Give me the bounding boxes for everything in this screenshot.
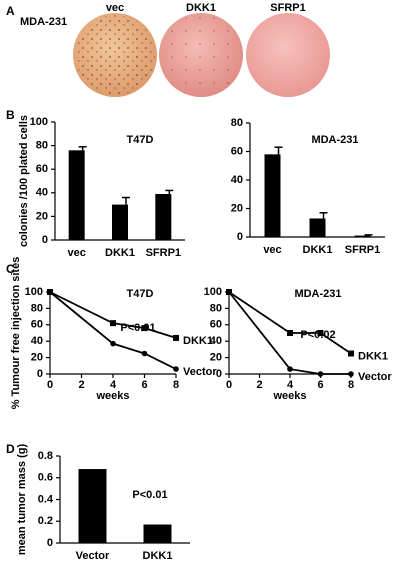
- y-tick-label: 80: [36, 140, 48, 152]
- bar: [68, 150, 85, 240]
- marker: [141, 325, 148, 332]
- x-tick-label: SFRP1: [146, 247, 181, 259]
- x-tick-label: 4: [287, 379, 294, 391]
- colonies: [75, 15, 155, 95]
- y-tick-label: 80: [210, 302, 222, 314]
- marker: [317, 330, 324, 336]
- colonies: [161, 15, 241, 95]
- x-axis-label: weeks: [272, 390, 306, 402]
- panel-label: C: [6, 262, 15, 276]
- cell-line: MDA-231: [20, 16, 67, 28]
- y-axis-label: mean tumor mass (g): [16, 444, 28, 556]
- y-tick-label: 40: [31, 335, 43, 347]
- y-tick-label: 60: [36, 163, 48, 175]
- y-tick-label: 40: [36, 187, 48, 199]
- condition: SFRP1: [270, 2, 305, 14]
- y-tick-label: 100: [25, 286, 43, 298]
- marker: [141, 350, 148, 357]
- condition: vec: [106, 2, 124, 14]
- series-label: Vector: [183, 366, 217, 378]
- bar: [143, 524, 172, 543]
- y-axis-label: colonies /100 plated cells: [18, 115, 30, 247]
- chart-title: T47D: [127, 288, 154, 300]
- x-tick-label: vec: [67, 247, 85, 259]
- y-tick-label: 60: [210, 319, 222, 331]
- bar: [264, 154, 281, 237]
- x-tick-label: 8: [348, 379, 354, 391]
- y-axis-label: % Tumour free injection sites: [10, 257, 22, 410]
- marker: [110, 320, 116, 327]
- x-tick-label: 6: [317, 379, 323, 391]
- panel-label: D: [6, 442, 15, 456]
- y-tick-label: 60: [231, 145, 243, 157]
- marker: [348, 350, 354, 357]
- series-label: DKK1: [358, 350, 388, 362]
- bar: [112, 204, 128, 240]
- marker: [287, 330, 293, 336]
- y-tick-label: 20: [31, 352, 43, 364]
- annotation: P<0.01: [132, 489, 167, 501]
- plate: [246, 13, 330, 97]
- y-tick-label: 80: [31, 302, 43, 314]
- y-tick-label: 20: [231, 202, 243, 214]
- panel-label: B: [6, 108, 15, 122]
- y-tick-label: 0: [47, 537, 53, 549]
- bar: [309, 218, 326, 237]
- x-tick-label: vec: [263, 244, 281, 256]
- series-line: [228, 291, 352, 355]
- x-tick-label: 6: [141, 379, 147, 391]
- bar: [78, 469, 107, 543]
- panel-label: A: [6, 4, 15, 18]
- y-tick-label: 80: [231, 117, 243, 129]
- x-tick-label: 0: [226, 379, 232, 391]
- y-tick-label: 100: [204, 286, 222, 298]
- y-tick-label: 0: [42, 234, 48, 246]
- series-line: [49, 291, 177, 370]
- y-tick-label: 0: [216, 368, 222, 380]
- x-tick-label: DKK1: [105, 247, 135, 259]
- bar: [354, 235, 371, 237]
- marker: [47, 289, 53, 295]
- marker: [287, 366, 293, 372]
- x-tick-label: 2: [256, 379, 262, 391]
- y-tick-label: 0.8: [38, 450, 53, 462]
- y-tick-label: 20: [210, 352, 222, 364]
- y-tick-label: 60: [31, 319, 43, 331]
- y-tick-label: 40: [231, 174, 243, 186]
- marker: [348, 371, 354, 377]
- condition: DKK1: [186, 2, 216, 14]
- x-tick-label: SFRP1: [345, 244, 380, 256]
- marker: [226, 289, 232, 295]
- series-label: Vector: [358, 371, 392, 383]
- bar: [155, 193, 172, 240]
- chart-title: T47D: [127, 134, 154, 146]
- x-tick-label: DKK1: [303, 244, 333, 256]
- marker: [173, 366, 179, 372]
- y-tick-label: 0: [237, 231, 243, 243]
- y-tick-label: 0.2: [38, 515, 53, 527]
- marker: [110, 340, 116, 347]
- y-tick-label: 100: [30, 116, 48, 128]
- y-tick-label: 0.6: [38, 472, 53, 484]
- y-tick-label: 0: [37, 368, 43, 380]
- y-tick-label: 20: [36, 210, 48, 222]
- series-line: [49, 291, 177, 339]
- x-tick-label: DKK1: [143, 550, 173, 562]
- y-tick-label: 40: [210, 335, 222, 347]
- series-line: [228, 291, 351, 375]
- x-tick-label: Vector: [76, 550, 110, 562]
- series-label: DKK1: [183, 335, 213, 347]
- y-tick-label: 0.4: [38, 493, 54, 505]
- marker: [317, 371, 324, 377]
- marker: [173, 334, 179, 341]
- x-tick-label: 8: [173, 379, 179, 391]
- chart-title: MDA-231: [311, 134, 358, 146]
- x-tick-label: 4: [110, 379, 117, 391]
- chart-title: MDA-231: [294, 288, 341, 300]
- x-tick-label: 2: [78, 379, 84, 391]
- x-axis-label: weeks: [95, 390, 129, 402]
- x-tick-label: 0: [47, 379, 53, 391]
